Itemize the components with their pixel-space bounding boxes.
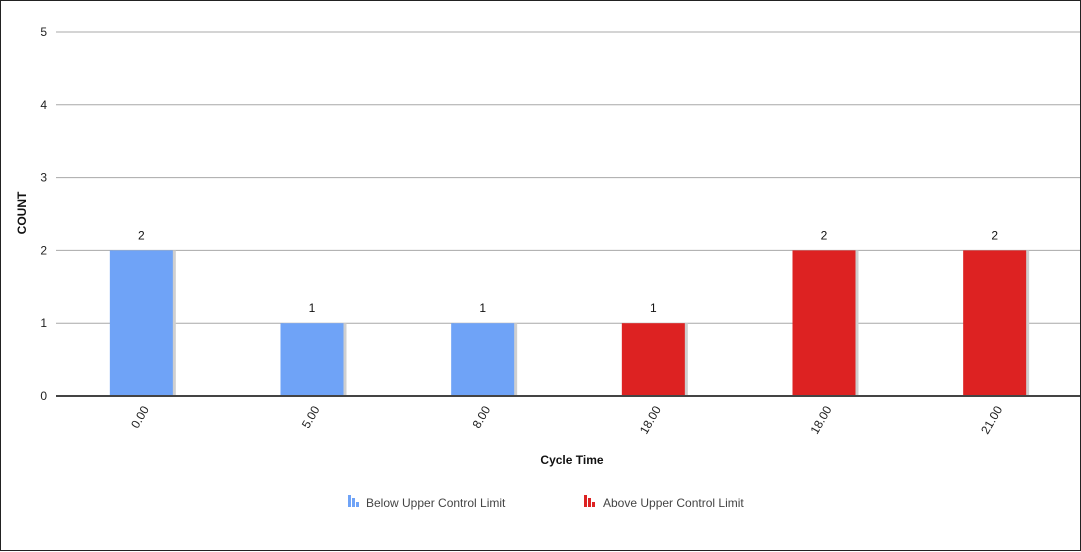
- y-tick-label: 3: [40, 171, 47, 185]
- x-tick-label: 5.00: [299, 403, 323, 431]
- legend-icon-above: [588, 498, 591, 507]
- data-label: 2: [821, 228, 828, 242]
- legend-icon-below: [356, 502, 359, 507]
- y-axis-title: COUNT: [15, 191, 29, 234]
- bar[interactable]: [451, 323, 515, 395]
- data-labels: 2 1 1 1 2 2: [138, 228, 998, 315]
- x-axis-title: Cycle Time: [540, 453, 603, 467]
- data-label: 1: [650, 301, 657, 315]
- legend-label-above: Above Upper Control Limit: [603, 496, 744, 510]
- y-tick-label: 4: [40, 98, 47, 112]
- x-tick-label: 18.00: [807, 403, 834, 436]
- y-tick-label: 2: [40, 243, 47, 257]
- bar[interactable]: [280, 323, 344, 395]
- legend-label-below: Below Upper Control Limit: [366, 496, 506, 510]
- data-label: 1: [309, 301, 316, 315]
- legend-icon-below: [352, 498, 355, 507]
- data-label: 2: [991, 228, 998, 242]
- legend-item-below[interactable]: Below Upper Control Limit: [348, 495, 506, 510]
- y-tick-label: 0: [40, 389, 47, 403]
- bar[interactable]: [792, 250, 856, 395]
- bar[interactable]: [963, 250, 1027, 395]
- legend-icon-above: [592, 502, 595, 507]
- y-axis-ticks: 0 1 2 3 4 5: [40, 25, 47, 403]
- bars: [109, 250, 1030, 395]
- gridlines: [56, 31, 1080, 397]
- y-tick-label: 1: [40, 316, 47, 330]
- bar[interactable]: [109, 250, 173, 395]
- x-tick-label: 18.00: [637, 403, 664, 436]
- legend: Below Upper Control Limit Above Upper Co…: [348, 495, 744, 510]
- data-label: 1: [479, 301, 486, 315]
- legend-item-above[interactable]: Above Upper Control Limit: [584, 495, 744, 510]
- x-tick-label: 0.00: [128, 403, 152, 431]
- x-axis-ticks: 0.00 5.00 8.00 18.00 18.00 21.00: [128, 403, 1005, 436]
- legend-icon-above: [584, 495, 587, 507]
- bar[interactable]: [621, 323, 685, 395]
- legend-icon-below: [348, 495, 351, 507]
- x-tick-label: 21.00: [978, 403, 1005, 436]
- y-tick-label: 5: [40, 25, 47, 39]
- data-label: 2: [138, 228, 145, 242]
- x-tick-label: 8.00: [469, 403, 493, 431]
